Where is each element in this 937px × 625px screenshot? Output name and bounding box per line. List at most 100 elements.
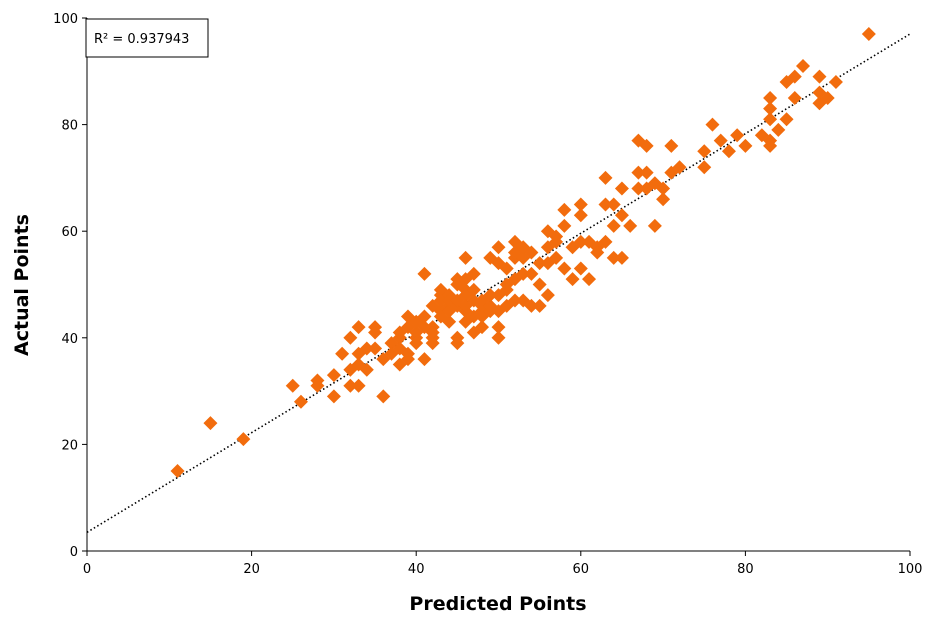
data-point <box>532 277 547 292</box>
data-point <box>664 138 679 153</box>
data-point <box>639 138 654 153</box>
x-tick-label: 100 <box>898 562 923 577</box>
data-point <box>507 293 522 308</box>
data-point <box>532 256 547 271</box>
data-point <box>466 282 481 297</box>
data-point <box>606 218 621 233</box>
data-point <box>705 117 720 132</box>
data-point <box>557 202 572 217</box>
data-point <box>343 330 358 345</box>
data-point <box>631 165 646 180</box>
x-axis-ticks: 0 20 40 60 80 100 <box>83 551 923 577</box>
trendline <box>86 33 911 534</box>
y-tick-label: 80 <box>61 119 78 134</box>
data-point <box>409 336 424 351</box>
data-point <box>491 320 506 335</box>
data-point <box>532 298 547 313</box>
data-point <box>828 74 843 89</box>
data-point <box>598 197 613 212</box>
x-tick-label: 40 <box>408 562 425 577</box>
data-point <box>779 112 794 127</box>
data-point <box>524 266 539 281</box>
data-point <box>458 250 473 265</box>
plot-area: 0 20 40 60 80 100 0 20 40 60 80 100 <box>53 12 922 577</box>
data-point <box>557 261 572 276</box>
y-axis-title: Actual Points <box>11 214 33 356</box>
data-point <box>623 218 638 233</box>
data-point <box>326 389 341 404</box>
data-point <box>524 298 539 313</box>
data-point <box>203 416 218 431</box>
data-point <box>285 378 300 393</box>
data-point <box>326 368 341 383</box>
data-point <box>491 240 506 255</box>
y-tick-label: 0 <box>70 545 78 560</box>
data-point <box>656 181 671 196</box>
data-point <box>656 192 671 207</box>
data-point <box>763 90 778 105</box>
data-point <box>293 394 308 409</box>
data-point <box>614 181 629 196</box>
data-point <box>713 133 728 148</box>
data-point <box>820 90 835 105</box>
data-point <box>573 261 588 276</box>
data-point <box>425 325 440 340</box>
data-point <box>861 26 876 41</box>
data-point <box>582 272 597 287</box>
data-point <box>697 144 712 159</box>
data-point <box>516 266 531 281</box>
data-point <box>573 208 588 223</box>
y-tick-label: 20 <box>61 438 78 453</box>
y-axis-ticks: 0 20 40 60 80 100 <box>53 12 87 560</box>
data-point <box>343 378 358 393</box>
data-point <box>738 138 753 153</box>
data-point <box>417 352 432 367</box>
data-point <box>573 234 588 249</box>
x-tick-label: 60 <box>573 562 590 577</box>
data-point <box>483 288 498 303</box>
data-point <box>450 330 465 345</box>
r-squared-box: R² = 0.937943 <box>85 18 209 58</box>
data-point <box>771 122 786 137</box>
data-point <box>787 90 802 105</box>
data-point <box>236 432 251 447</box>
data-point <box>170 464 185 479</box>
x-axis-title: Predicted Points <box>409 593 586 615</box>
data-point <box>466 266 481 281</box>
data-point <box>549 229 564 244</box>
data-point <box>359 341 374 356</box>
data-point <box>376 389 391 404</box>
data-point <box>351 320 366 335</box>
data-point <box>763 101 778 116</box>
data-point <box>351 378 366 393</box>
data-point <box>335 346 350 361</box>
x-tick-label: 80 <box>737 562 754 577</box>
data-point <box>614 208 629 223</box>
data-point <box>499 282 514 297</box>
data-point <box>631 181 646 196</box>
r-squared-frame <box>85 18 209 58</box>
data-point <box>730 128 745 143</box>
data-point <box>721 144 736 159</box>
data-point <box>796 58 811 73</box>
y-tick-label: 60 <box>61 225 78 240</box>
data-point <box>417 309 432 324</box>
data-point <box>417 266 432 281</box>
data-point <box>812 69 827 84</box>
data-point <box>549 250 564 265</box>
data-point <box>359 362 374 377</box>
data-point <box>540 288 555 303</box>
data-point <box>614 250 629 265</box>
data-point <box>606 197 621 212</box>
data-point <box>697 160 712 175</box>
data-point <box>524 245 539 260</box>
data-point <box>368 341 383 356</box>
data-point <box>310 373 325 388</box>
y-tick-label: 40 <box>61 332 78 347</box>
data-point <box>606 250 621 265</box>
data-point <box>598 170 613 185</box>
data-point <box>763 133 778 148</box>
data-point <box>573 197 588 212</box>
data-point <box>590 245 605 260</box>
